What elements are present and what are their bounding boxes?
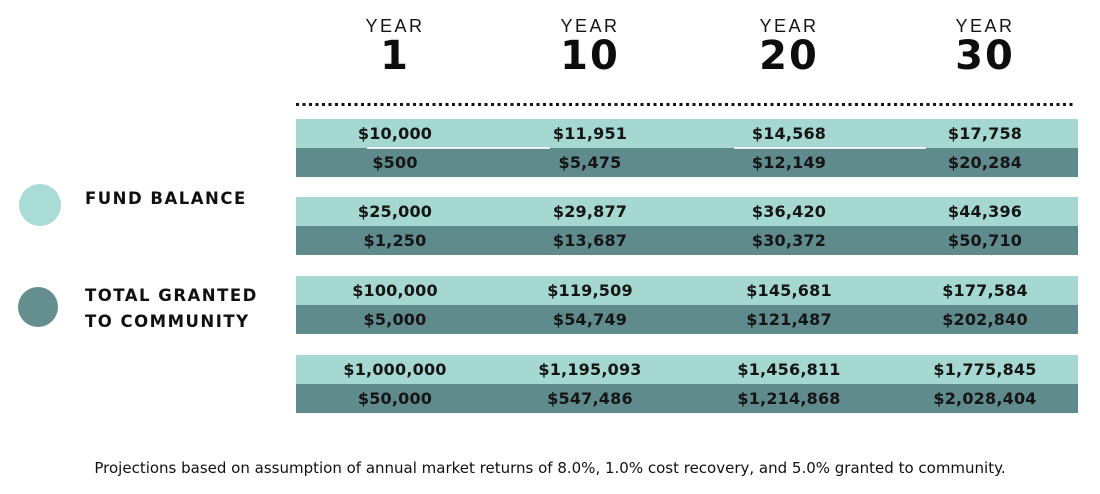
total-granted-legend-label: TOTAL GRANTED TO COMMUNITY (85, 283, 258, 335)
cell-total-granted: $50,710 (947, 231, 1023, 250)
cell-fund-balance: $100,000 (352, 281, 438, 300)
total-granted-legend-line2: TO COMMUNITY (85, 312, 250, 331)
cell-total-granted: $20,284 (947, 153, 1023, 172)
total-granted-row: $500 $5,475 $12,149 $20,284 (296, 148, 1078, 177)
fund-balance-row: $1,000,000 $1,195,093 $1,456,811 $1,775,… (296, 355, 1078, 384)
cell-total-granted: $500 (372, 153, 418, 172)
fund-balance-row: $100,000 $119,509 $145,681 $177,584 (296, 276, 1078, 305)
year-header-20: YEAR 20 (686, 16, 892, 76)
year-header-1: YEAR 1 (296, 16, 494, 76)
table-group-1: $10,000 $11,951 $14,568 $17,758 $500 $5,… (296, 119, 1078, 177)
cell-total-granted: $12,149 (751, 153, 827, 172)
dotted-divider (296, 103, 1076, 106)
cell-fund-balance: $177,584 (942, 281, 1028, 300)
year-label: YEAR (365, 16, 425, 36)
cell-fund-balance: $25,000 (357, 202, 433, 221)
cell-total-granted: $30,372 (751, 231, 827, 250)
fund-balance-row: $10,000 $11,951 $14,568 $17,758 (296, 119, 1078, 148)
cell-total-granted: $202,840 (942, 310, 1028, 329)
cell-fund-balance: $17,758 (947, 124, 1023, 143)
year-number: 30 (955, 33, 1015, 79)
year-header-30: YEAR 30 (892, 16, 1078, 76)
cell-fund-balance: $119,509 (547, 281, 633, 300)
cell-fund-balance: $1,195,093 (538, 360, 642, 379)
year-header-row: YEAR 1 YEAR 10 YEAR 20 YEAR 30 (296, 16, 1078, 76)
total-granted-row: $50,000 $547,486 $1,214,868 $2,028,404 (296, 384, 1078, 413)
year-number: 20 (759, 33, 819, 79)
table-group-3: $100,000 $119,509 $145,681 $177,584 $5,0… (296, 276, 1078, 334)
cell-total-granted: $5,475 (558, 153, 622, 172)
fund-balance-row: $25,000 $29,877 $36,420 $44,396 (296, 197, 1078, 226)
table-group-2: $25,000 $29,877 $36,420 $44,396 $1,250 $… (296, 197, 1078, 255)
cell-fund-balance: $14,568 (751, 124, 827, 143)
row-underline-artifact (734, 147, 926, 149)
cell-total-granted: $54,749 (552, 310, 628, 329)
year-label: YEAR (955, 16, 1015, 36)
fund-balance-legend-dot (19, 184, 61, 226)
year-label: YEAR (759, 16, 819, 36)
fund-balance-legend-label: FUND BALANCE (85, 189, 247, 208)
table-group-4: $1,000,000 $1,195,093 $1,456,811 $1,775,… (296, 355, 1078, 413)
year-number: 10 (560, 33, 620, 79)
total-granted-row: $1,250 $13,687 $30,372 $50,710 (296, 226, 1078, 255)
cell-fund-balance: $10,000 (357, 124, 433, 143)
year-label: YEAR (560, 16, 620, 36)
cell-total-granted: $13,687 (552, 231, 628, 250)
total-granted-legend-line1: TOTAL GRANTED (85, 286, 258, 305)
total-granted-row: $5,000 $54,749 $121,487 $202,840 (296, 305, 1078, 334)
cell-total-granted: $1,214,868 (737, 389, 841, 408)
year-number: 1 (380, 33, 410, 79)
cell-total-granted: $547,486 (547, 389, 633, 408)
cell-fund-balance: $1,000,000 (343, 360, 447, 379)
cell-total-granted: $2,028,404 (933, 389, 1037, 408)
cell-fund-balance: $145,681 (746, 281, 832, 300)
row-underline-artifact (367, 147, 550, 149)
cell-total-granted: $50,000 (357, 389, 433, 408)
total-granted-legend-dot (18, 287, 58, 327)
cell-fund-balance: $11,951 (552, 124, 628, 143)
cell-fund-balance: $1,456,811 (737, 360, 841, 379)
cell-total-granted: $5,000 (363, 310, 427, 329)
cell-fund-balance: $36,420 (751, 202, 827, 221)
cell-total-granted: $1,250 (363, 231, 427, 250)
assumptions-footnote: Projections based on assumption of annua… (94, 459, 1006, 477)
cell-total-granted: $121,487 (746, 310, 832, 329)
cell-fund-balance: $1,775,845 (933, 360, 1037, 379)
cell-fund-balance: $29,877 (552, 202, 628, 221)
year-header-10: YEAR 10 (494, 16, 686, 76)
cell-fund-balance: $44,396 (947, 202, 1023, 221)
